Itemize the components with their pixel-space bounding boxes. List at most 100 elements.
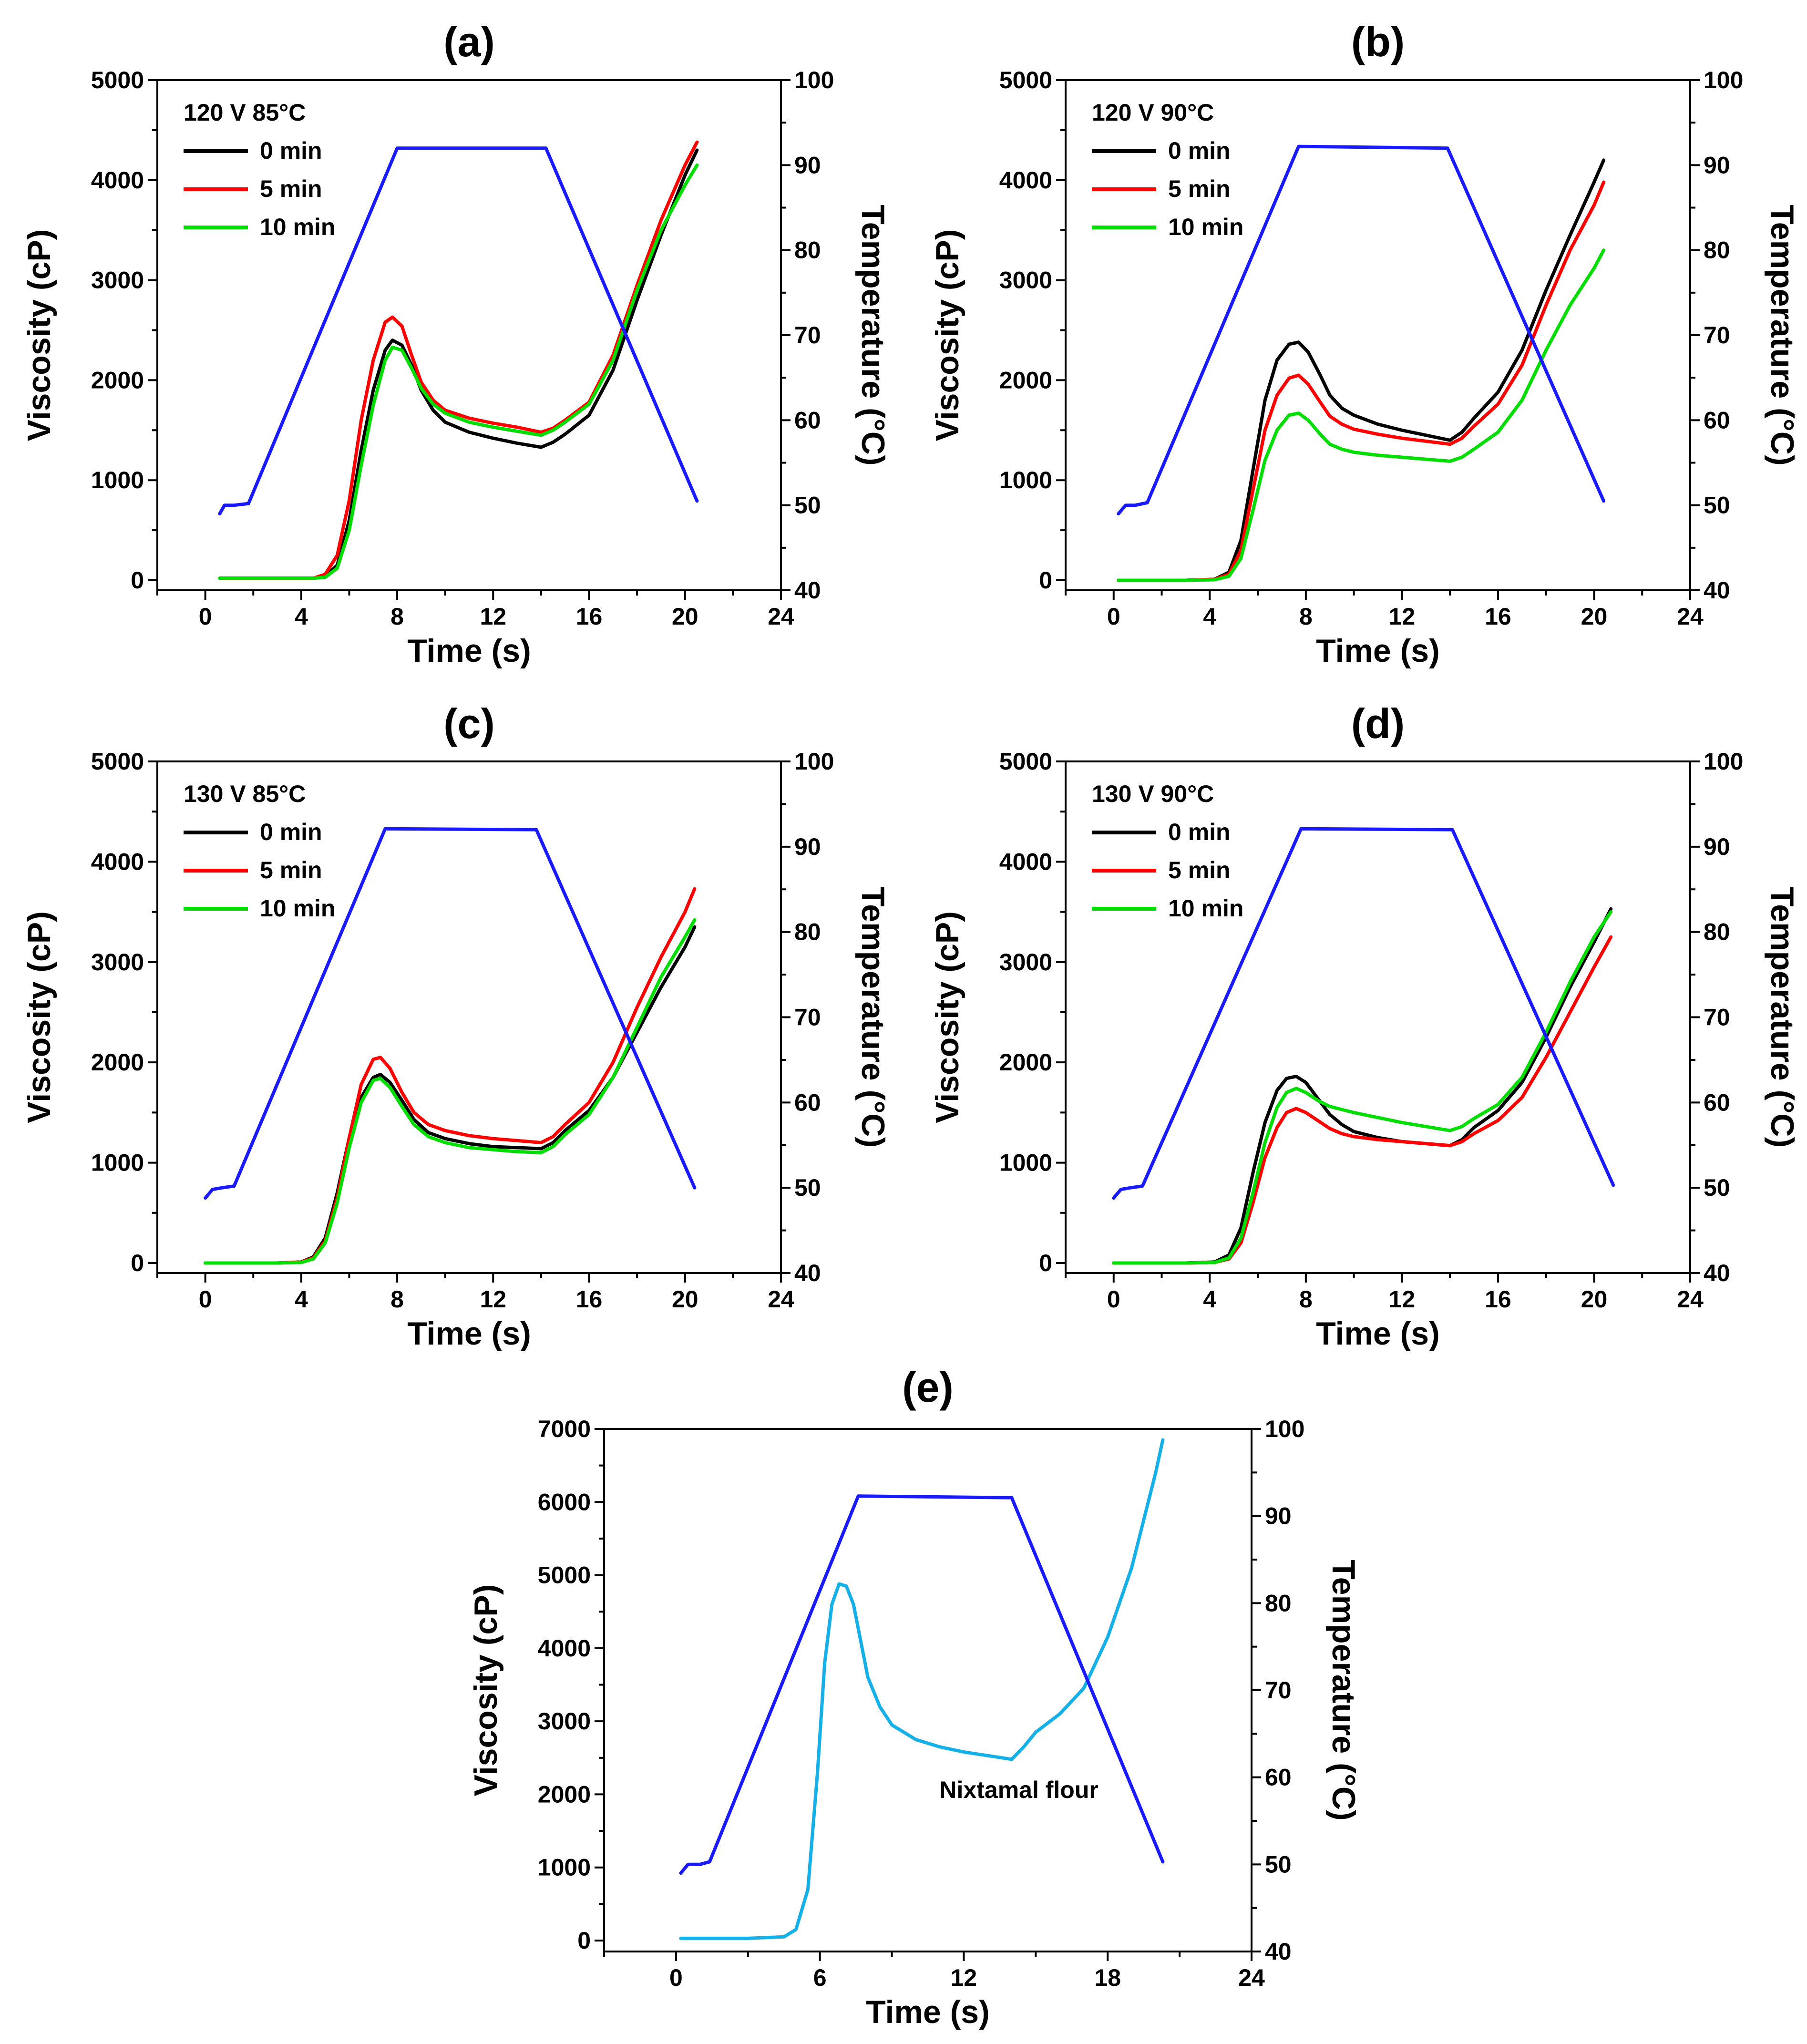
series-line-3 xyxy=(1117,248,1606,582)
y2-tick-label: 100 xyxy=(1704,748,1743,775)
y2-tick-label: 40 xyxy=(1265,1938,1292,1965)
y-tick-label: 2000 xyxy=(999,367,1052,393)
temperature-line xyxy=(1117,144,1606,515)
x-tick-label: 12 xyxy=(480,603,506,630)
y-tick-label: 7000 xyxy=(538,1416,591,1442)
y2-axis-label: Temperature (°C) xyxy=(1764,887,1800,1148)
x-tick-label: 12 xyxy=(951,1964,977,1991)
series-line-3 xyxy=(218,163,699,580)
y2-tick-label: 90 xyxy=(1265,1503,1292,1530)
x-tick-label: 20 xyxy=(1581,603,1608,630)
y-tick-label: 3000 xyxy=(999,949,1052,976)
y-axis-label: Viscosity (cP) xyxy=(929,911,965,1123)
y2-tick-label: 40 xyxy=(1704,1260,1730,1286)
x-tick-label: 6 xyxy=(813,1964,827,1991)
x-tick-label: 12 xyxy=(480,1286,506,1313)
x-tick-label: 24 xyxy=(1677,603,1704,630)
y-tick-label: 2000 xyxy=(999,1049,1052,1076)
y2-tick-label: 80 xyxy=(1704,237,1730,264)
y2-tick-label: 70 xyxy=(1704,322,1730,349)
y-tick-label: 2000 xyxy=(91,367,144,393)
y2-tick-label: 100 xyxy=(794,67,834,93)
y-tick-label: 0 xyxy=(131,1250,144,1276)
series-line-1 xyxy=(679,1438,1165,1940)
x-axis-label: Time (s) xyxy=(407,633,531,669)
legend-label: 0 min xyxy=(260,819,322,845)
x-tick-label: 16 xyxy=(576,1286,603,1313)
series-line-2 xyxy=(1117,180,1606,582)
x-axis-label: Time (s) xyxy=(866,1994,989,2030)
y-tick-label: 0 xyxy=(1039,1250,1052,1276)
x-tick-label: 16 xyxy=(1485,1286,1511,1313)
x-tick-label: 8 xyxy=(390,1286,404,1313)
y-tick-label: 4000 xyxy=(91,848,144,875)
x-tick-label: 8 xyxy=(1299,1286,1313,1313)
y-tick-label: 0 xyxy=(1039,567,1052,594)
x-tick-label: 4 xyxy=(295,1286,308,1313)
y2-axis-label: Temperature (°C) xyxy=(855,887,891,1148)
y2-tick-label: 60 xyxy=(794,407,821,433)
x-axis-label: Time (s) xyxy=(1316,1315,1439,1352)
y2-axis-label: Temperature (°C) xyxy=(1325,1560,1362,1820)
y2-tick-label: 80 xyxy=(794,919,821,945)
series-line-3 xyxy=(204,918,697,1265)
y-tick-label: 1000 xyxy=(999,1150,1052,1176)
legend-title: 120 V 90°C xyxy=(1092,99,1214,126)
y2-tick-label: 50 xyxy=(1265,1851,1292,1878)
y-tick-label: 4000 xyxy=(999,848,1052,875)
x-tick-label: 24 xyxy=(1677,1286,1704,1313)
series-line-3 xyxy=(1112,910,1613,1265)
legend-label: 10 min xyxy=(1168,214,1243,240)
panel-title: (e) xyxy=(902,1364,954,1411)
temperature-line xyxy=(1112,827,1615,1200)
legend-label: 5 min xyxy=(1168,175,1231,202)
y2-tick-label: 90 xyxy=(794,833,821,860)
y2-tick-label: 70 xyxy=(1265,1677,1292,1704)
legend-label: 0 min xyxy=(260,137,322,164)
y2-tick-label: 40 xyxy=(1704,577,1730,604)
y-tick-label: 5000 xyxy=(91,67,144,93)
y2-tick-label: 80 xyxy=(1265,1590,1292,1616)
legend-label: 10 min xyxy=(260,895,335,922)
series-line-1 xyxy=(204,925,697,1265)
chart-panel-1: (a) 0 4 8 12 16 20 24 0 1000 2000 3000 4000 5000 40 50 6… xyxy=(21,18,891,669)
plot-frame xyxy=(156,760,782,1274)
y-axis-label: Viscosity (cP) xyxy=(21,911,57,1123)
x-tick-label: 16 xyxy=(1485,603,1511,630)
plot-frame xyxy=(156,79,782,591)
series-line-2 xyxy=(204,887,697,1265)
legend-label: 10 min xyxy=(260,214,335,240)
chart-panel-4: (d) 0 4 8 12 16 20 24 0 1000 2000 3000 4000 5000 40 50 6… xyxy=(929,700,1800,1352)
y-tick-label: 3000 xyxy=(999,267,1052,294)
panel-title: (d) xyxy=(1351,700,1405,747)
y-tick-label: 6000 xyxy=(538,1489,591,1515)
y-tick-label: 5000 xyxy=(999,748,1052,775)
legend-label: 5 min xyxy=(1168,857,1231,883)
y-tick-label: 2000 xyxy=(538,1781,591,1808)
y-tick-label: 1000 xyxy=(538,1854,591,1881)
y2-tick-label: 50 xyxy=(794,492,821,519)
y2-tick-label: 70 xyxy=(794,322,821,349)
y-tick-label: 0 xyxy=(131,567,144,594)
y-tick-label: 3000 xyxy=(91,267,144,294)
y-tick-label: 4000 xyxy=(538,1635,591,1662)
chart-panel-2: (b) 0 4 8 12 16 20 24 0 1000 2000 3000 4000 5000 40 50 6… xyxy=(929,18,1800,669)
x-tick-label: 20 xyxy=(672,1286,698,1313)
y-tick-label: 4000 xyxy=(91,167,144,194)
y-tick-label: 5000 xyxy=(91,748,144,775)
y-tick-label: 4000 xyxy=(999,167,1052,194)
y-axis-label: Viscosity (cP) xyxy=(21,229,57,442)
x-tick-label: 4 xyxy=(1203,1286,1216,1313)
legend-label: 0 min xyxy=(1168,819,1231,845)
y2-tick-label: 60 xyxy=(1704,1089,1730,1116)
y-tick-label: 2000 xyxy=(91,1049,144,1076)
y2-tick-label: 100 xyxy=(794,748,834,775)
y-tick-label: 3000 xyxy=(538,1708,591,1735)
y2-tick-label: 90 xyxy=(1704,152,1730,178)
y2-tick-label: 50 xyxy=(794,1174,821,1201)
legend-title: 130 V 85°C xyxy=(184,781,306,807)
y-tick-label: 1000 xyxy=(91,467,144,493)
y2-tick-label: 60 xyxy=(794,1089,821,1116)
x-axis-label: Time (s) xyxy=(407,1315,531,1352)
panel-title: (a) xyxy=(443,18,495,65)
